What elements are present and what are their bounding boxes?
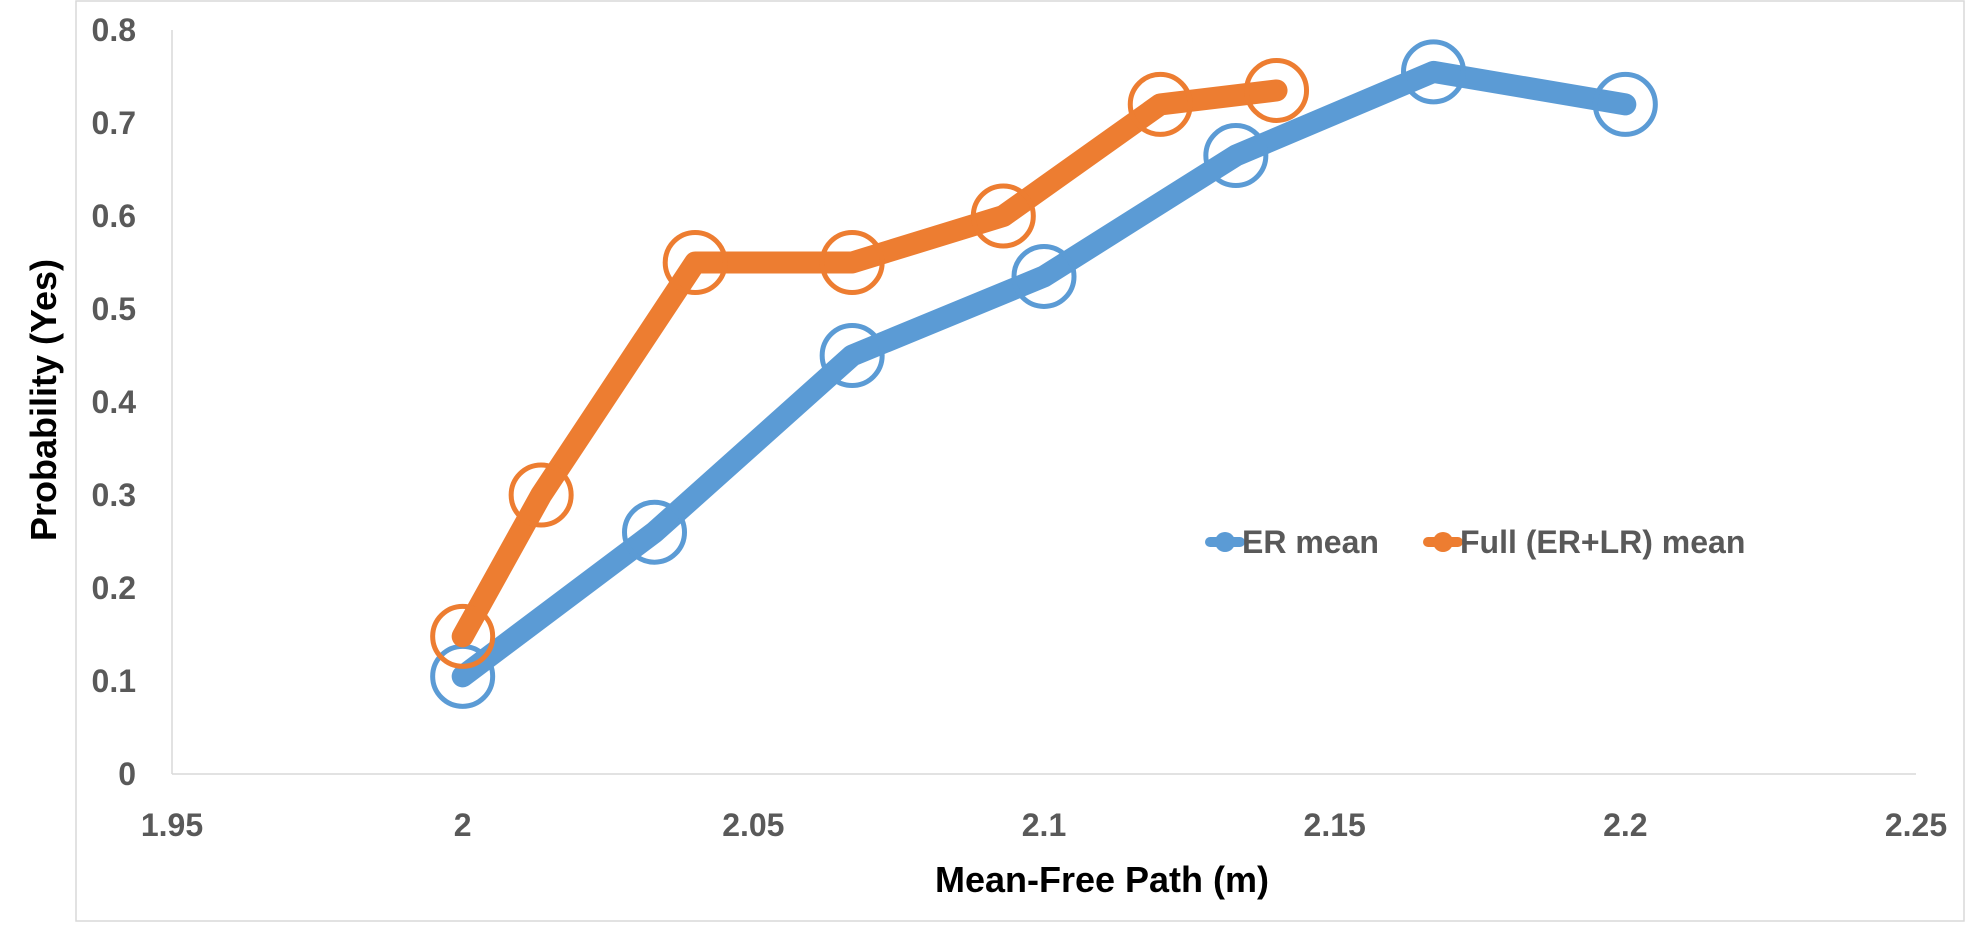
chart-area-border bbox=[75, 0, 1965, 922]
data-point-full-mean bbox=[1127, 71, 1193, 137]
data-point-full-mean bbox=[508, 462, 574, 528]
data-point-er-mean bbox=[819, 323, 885, 388]
x-axis-title: Mean-Free Path (m) bbox=[935, 859, 1269, 900]
legend: ER mean Full (ER+LR) mean bbox=[1205, 524, 1745, 560]
x-tick-label: 1.95 bbox=[141, 807, 203, 843]
data-point-er-mean bbox=[1011, 243, 1077, 309]
legend-er-mean-marker bbox=[1215, 532, 1235, 552]
data-point-er-mean bbox=[1592, 71, 1658, 137]
x-tick-label: 2 bbox=[454, 807, 472, 843]
series-line-full-mean bbox=[451, 79, 1288, 648]
y-tick-labels: 0 0.1 0.2 0.3 0.4 0.5 0.6 0.7 0.8 bbox=[92, 12, 137, 792]
legend-full-mean-marker bbox=[1433, 532, 1453, 552]
legend-full-mean-label: Full (ER+LR) mean bbox=[1460, 524, 1745, 560]
y-tick-label: 0.8 bbox=[92, 12, 136, 48]
y-axis-title: Probability (Yes) bbox=[23, 259, 64, 541]
data-point-full-mean bbox=[970, 183, 1036, 249]
y-tick-label: 0.7 bbox=[92, 105, 136, 141]
data-point-er-mean bbox=[1203, 123, 1269, 189]
x-tick-label: 2.05 bbox=[722, 807, 784, 843]
plot-series bbox=[430, 39, 1658, 709]
y-tick-label: 0.4 bbox=[92, 384, 137, 420]
series-line-er-mean bbox=[451, 60, 1637, 688]
y-tick-label: 0.5 bbox=[92, 291, 136, 327]
x-tick-labels: 1.95 2 2.05 2.1 2.15 2.2 2.25 bbox=[141, 807, 1947, 843]
legend-er-mean-label: ER mean bbox=[1242, 524, 1379, 560]
data-point-full-mean bbox=[819, 230, 885, 295]
x-tick-label: 2.2 bbox=[1603, 807, 1647, 843]
x-tick-label: 2.15 bbox=[1304, 807, 1366, 843]
y-tick-label: 0.6 bbox=[92, 198, 136, 234]
y-tick-label: 0.1 bbox=[92, 663, 136, 699]
y-tick-label: 0.3 bbox=[92, 477, 136, 513]
x-tick-label: 2.25 bbox=[1885, 807, 1947, 843]
data-point-full-mean bbox=[1244, 57, 1310, 123]
data-point-full-mean bbox=[662, 230, 728, 295]
y-tick-label: 0 bbox=[118, 756, 136, 792]
x-tick-label: 2.1 bbox=[1022, 807, 1066, 843]
data-point-full-mean bbox=[430, 603, 496, 669]
data-point-er-mean bbox=[1400, 39, 1466, 105]
data-point-er-mean bbox=[622, 499, 688, 565]
y-tick-label: 0.2 bbox=[92, 570, 136, 606]
